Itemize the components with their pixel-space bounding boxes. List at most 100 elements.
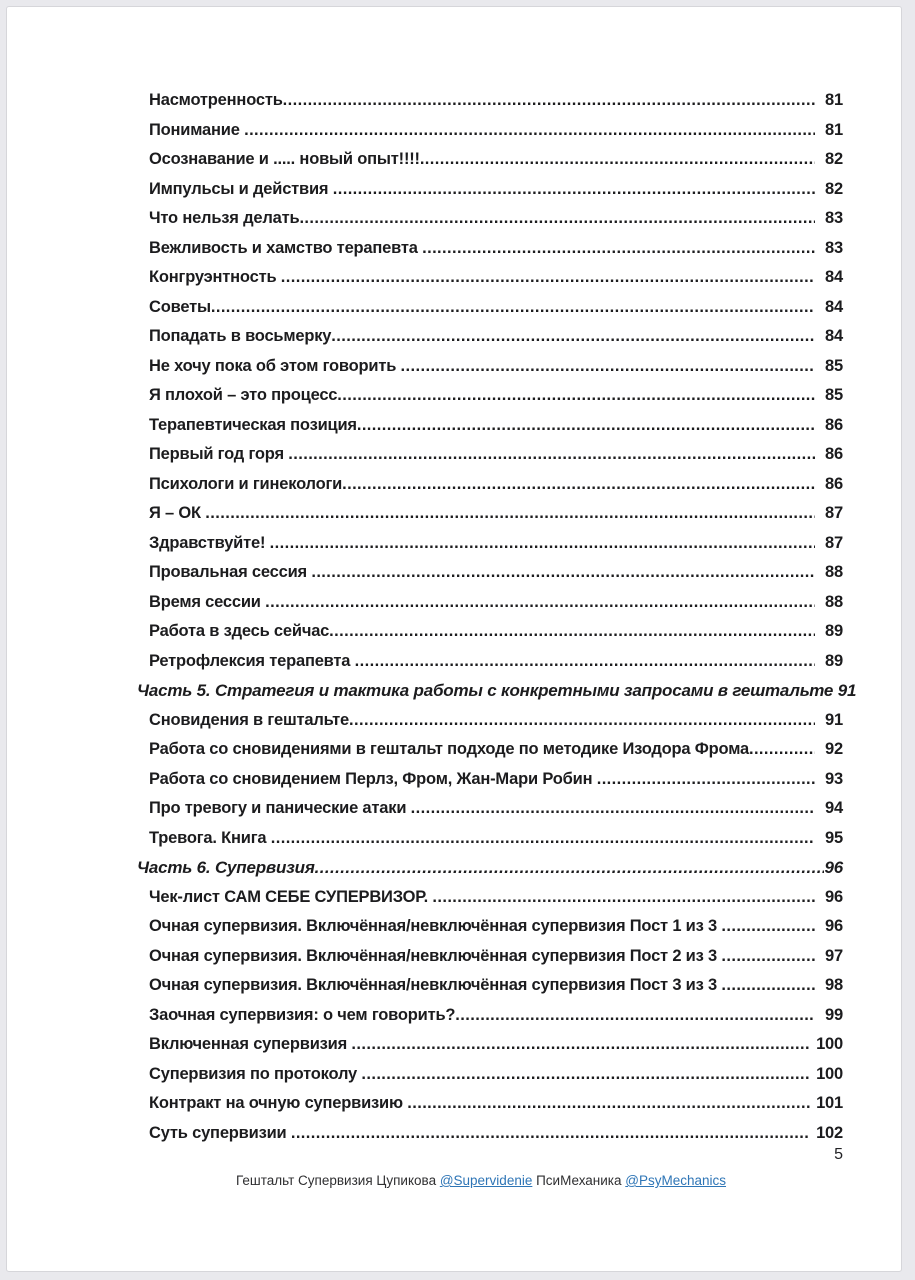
- toc-entry-page: 91: [837, 681, 857, 700]
- toc-entry-page: 96: [824, 858, 843, 877]
- toc-entry-page: 95: [825, 828, 843, 847]
- toc-leader-dots: ........................................…: [721, 946, 815, 965]
- toc-entry-title: Советы: [149, 297, 211, 316]
- toc-entry: Здравствуйте! ..........................…: [137, 529, 843, 559]
- toc-entry-title: Насмотренность: [149, 91, 283, 109]
- toc-entry-page: 89: [825, 651, 843, 670]
- toc-leader-dots: ........................................…: [299, 209, 815, 227]
- toc-entry: Часть 6. Супервизия.....................…: [137, 853, 843, 883]
- toc-leader-dots: ........................................…: [400, 356, 815, 375]
- toc-entry-page: 86: [825, 415, 843, 434]
- footer-text-prefix: Гештальт Супервизия Цупикова: [235, 1173, 440, 1188]
- toc-entry-title: Заочная супервизия: о чем говорить?: [149, 1005, 456, 1024]
- toc-entry-title: Включенная супервизия: [149, 1035, 352, 1053]
- toc-entry-title: Ретрофлексия терапевта: [149, 651, 355, 670]
- toc-entry-page: 84: [825, 268, 843, 286]
- toc-entry-title: Понимание: [149, 120, 245, 139]
- toc-entry-title: Работа со сновидением Перлз, Фром, Жан-М…: [149, 769, 597, 788]
- toc-entry: Супервизия по протоколу ................…: [137, 1060, 843, 1090]
- toc-entry: Я плохой – это процесс..................…: [137, 381, 843, 411]
- toc-entry: Провальная сессия ......................…: [137, 558, 843, 588]
- toc-entry-page: 101: [816, 1094, 843, 1112]
- toc-entry-page: 86: [825, 474, 843, 493]
- page-footer: Гештальт Супервизия Цупикова @Superviden…: [61, 1171, 901, 1191]
- toc-entry-title: Работа со сновидениями в гештальт подход…: [149, 740, 749, 758]
- toc-leader-dots: ........................................…: [354, 651, 815, 670]
- toc-entry: Очная супервизия. Включённая/невключённа…: [137, 971, 843, 1001]
- toc-entry-page: 91: [825, 710, 843, 729]
- toc-leader-dots: ........................................…: [748, 740, 815, 758]
- toc-leader-dots: ........................................…: [721, 917, 815, 935]
- toc-leader-dots: ........................................…: [342, 474, 815, 493]
- toc-entry-title: Время сессии: [149, 592, 266, 611]
- toc-entry-title: Очная супервизия. Включённая/невключённа…: [149, 917, 722, 935]
- toc-leader-dots: ........................................…: [270, 828, 815, 847]
- toc-entry-title: Часть 6. Супервизия: [137, 858, 315, 877]
- toc-entry-page: 94: [825, 799, 843, 817]
- toc-entry-page: 96: [825, 887, 843, 906]
- toc-entry: Чек-лист САМ СЕБЕ СУПЕРВИЗОР. ..........…: [137, 883, 843, 913]
- toc-entry: Часть 5. Стратегия и тактика работы с ко…: [137, 676, 856, 706]
- toc-entry-title: Про тревогу и панические атаки: [149, 799, 411, 817]
- toc-leader-dots: ........................................…: [269, 533, 815, 552]
- toc-entry-page: 82: [825, 179, 843, 198]
- toc-entry-title: Я плохой – это процесс: [149, 386, 338, 404]
- toc-leader-dots: ........................................…: [311, 563, 815, 581]
- toc-entry-page: 99: [825, 1005, 843, 1024]
- toc-leader-dots: ........................................…: [596, 769, 815, 788]
- toc-entry-page: 83: [825, 238, 843, 257]
- toc-entry: Очная супервизия. Включённая/невключённа…: [137, 912, 843, 942]
- toc-entry-title: Первый год горя: [149, 445, 289, 463]
- toc-entry: Не хочу пока об этом говорить ..........…: [137, 352, 843, 382]
- toc-entry: Заочная супервизия: о чем говорить?.....…: [137, 1001, 843, 1031]
- toc-leader-dots: ........................................…: [361, 1064, 810, 1083]
- toc-leader-dots: ........................................…: [351, 1035, 811, 1053]
- psymechanics-link[interactable]: @PsyMechanics: [625, 1173, 727, 1188]
- toc-entry: Тревога. Книга .........................…: [137, 824, 843, 854]
- toc-leader-dots: ........................................…: [332, 179, 815, 198]
- toc-entry: Осознавание и ..... новый опыт!!!!......…: [137, 145, 843, 175]
- toc-entry: Попадать в восьмерку....................…: [137, 322, 843, 352]
- toc-entry-title: Очная супервизия. Включённая/невключённа…: [149, 946, 722, 965]
- toc-entry-title: Не хочу пока об этом говорить: [149, 356, 401, 375]
- toc-entry-page: 96: [825, 917, 843, 935]
- toc-entry-title: Что нельзя делать: [149, 209, 300, 227]
- toc-leader-dots: ........................................…: [288, 445, 815, 463]
- toc-entry-title: Психологи и гинекологи: [149, 474, 343, 493]
- toc-entry: Ретрофлексия терапевта .................…: [137, 647, 843, 677]
- toc-entry-page: 88: [825, 592, 843, 611]
- toc-entry-page: 81: [825, 91, 843, 109]
- toc-entry: Время сессии ...........................…: [137, 588, 843, 618]
- document-page: Насмотренность..........................…: [6, 6, 902, 1272]
- toc-entry: Насмотренность..........................…: [137, 86, 843, 116]
- toc-entry-title: Осознавание и ..... новый опыт!!!!: [149, 150, 420, 168]
- toc-entry-title: Чек-лист САМ СЕБЕ СУПЕРВИЗОР.: [149, 887, 433, 906]
- toc-leader-dots: ........................................…: [407, 1094, 811, 1112]
- toc-entry-title: Я – ОК: [149, 504, 206, 522]
- toc-entry-page: 85: [825, 386, 843, 404]
- toc-entry: Очная супервизия. Включённая/невключённа…: [137, 942, 843, 972]
- toc-leader-dots: ........................................…: [410, 799, 815, 817]
- toc-entry-page: 83: [825, 209, 843, 227]
- toc-entry-title: Попадать в восьмерку: [149, 327, 332, 345]
- toc-leader-dots: ........................................…: [210, 297, 815, 316]
- toc-entry-page: 88: [825, 563, 843, 581]
- supervidenie-link[interactable]: @Supervidenie: [439, 1173, 533, 1188]
- toc-entry: Понимание ..............................…: [137, 116, 843, 146]
- toc-entry-title: Часть 5. Стратегия и тактика работы с ко…: [137, 681, 838, 700]
- toc-leader-dots: ........................................…: [290, 1123, 810, 1142]
- toc-entry: Работа со сновидением Перлз, Фром, Жан-М…: [137, 765, 843, 795]
- toc-leader-dots: ........................................…: [329, 622, 815, 640]
- toc-entry-page: 86: [825, 445, 843, 463]
- toc-entry-title: Терапевтическая позиция: [149, 415, 357, 434]
- toc-entry: Что нельзя делать.......................…: [137, 204, 843, 234]
- toc-leader-dots: ........................................…: [721, 976, 815, 994]
- toc-entry: Я – ОК .................................…: [137, 499, 843, 529]
- toc-entry-page: 98: [825, 976, 843, 994]
- table-of-contents: Насмотренность..........................…: [137, 86, 856, 1148]
- toc-entry-title: Конгруэнтность: [149, 268, 281, 286]
- toc-entry-page: 84: [825, 327, 843, 345]
- footer-text-middle: ПсиМеханика: [532, 1173, 626, 1188]
- toc-entry-title: Провальная сессия: [149, 563, 312, 581]
- toc-entry: Включенная супервизия ..................…: [137, 1030, 843, 1060]
